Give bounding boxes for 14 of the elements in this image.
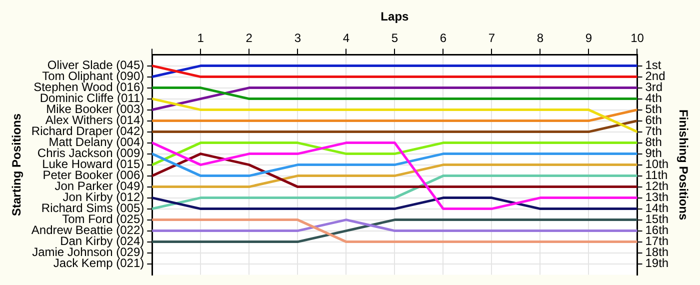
x-tick-label: 9	[585, 30, 592, 45]
text: Starting Positions	[10, 113, 24, 216]
x-tick-label: 4	[342, 30, 350, 45]
x-tick-label: 7	[488, 30, 496, 45]
x-tick-label: 5	[391, 30, 398, 45]
x-tick-label: 6	[440, 30, 447, 45]
x-tick-label: 2	[246, 30, 253, 45]
series-label: Oliver Slade (045)	[47, 58, 144, 72]
x-axis-title: Laps	[380, 10, 410, 24]
x-tick-label: 10	[630, 30, 644, 45]
x-tick-label: 1	[197, 30, 204, 45]
x-tick-label: 8	[536, 30, 544, 45]
x-tick-label: 3	[294, 30, 302, 45]
y-axis-title: Finishing Positions	[676, 109, 690, 220]
